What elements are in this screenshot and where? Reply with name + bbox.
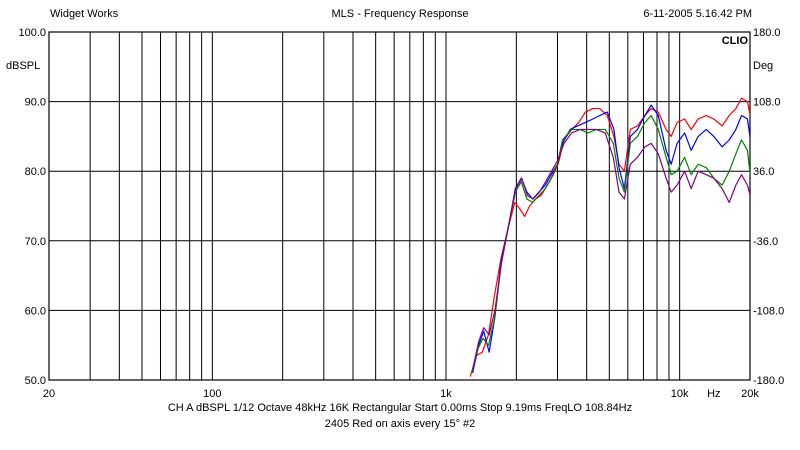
x-tick-label: 1k [440, 388, 452, 400]
y2-axis-label: Deg [753, 60, 773, 72]
y2-tick-label: 180.0 [753, 27, 781, 39]
y-tick-label: 50.0 [25, 375, 46, 387]
series-line [471, 114, 750, 374]
y-tick-label: 70.0 [25, 236, 46, 248]
brand-label: CLIO [722, 35, 749, 47]
x-tick-label: 10k [671, 388, 689, 400]
y-tick-label: 90.0 [25, 97, 46, 109]
chart-title: MLS - Frequency Response [331, 8, 469, 20]
series-line [472, 128, 750, 370]
x-tick-label: 20k [741, 388, 759, 400]
x-tick-label: 20 [43, 388, 55, 400]
y-tick-label: 100.0 [18, 27, 46, 39]
plot-frame [48, 31, 751, 381]
company-label: Widget Works [50, 8, 119, 20]
y-tick-label: 80.0 [25, 166, 46, 178]
y2-tick-label: -36.0 [753, 236, 778, 248]
y2-tick-label: -180.0 [753, 375, 784, 387]
x-tick-label: 100 [203, 388, 221, 400]
x-unit-label: Hz [707, 388, 720, 400]
measurement-settings: CH A dBSPL 1/12 Octave 48kHz 16K Rectang… [167, 402, 633, 414]
y2-tick-label: 36.0 [753, 166, 774, 178]
series-line [469, 97, 750, 377]
measurement-description: 2405 Red on axis every 15° #2 [324, 418, 476, 430]
y-axis-label: dBSPL [6, 60, 40, 72]
timestamp: 6-11-2005 5.16.42 PM [643, 8, 752, 20]
y2-tick-label: -108.0 [753, 305, 784, 317]
y2-tick-label: 108.0 [753, 97, 781, 109]
y-tick-label: 60.0 [25, 305, 46, 317]
